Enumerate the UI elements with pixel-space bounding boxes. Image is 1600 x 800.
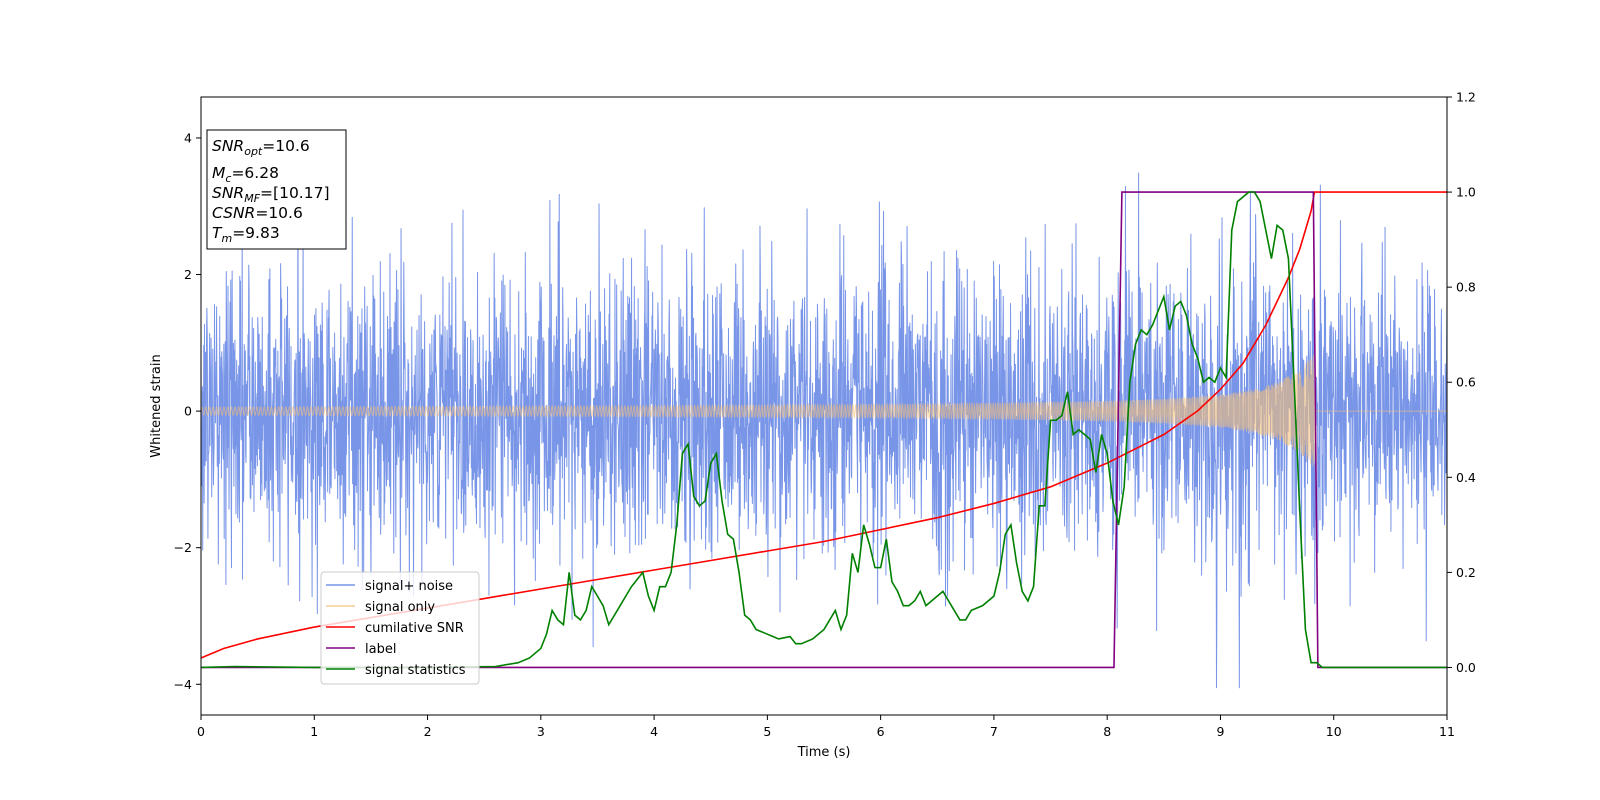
y-left-tick-label-0: −4 [174, 677, 192, 692]
x-tick-label-9: 9 [1216, 724, 1224, 739]
x-tick-label-10: 10 [1326, 724, 1342, 739]
y-left-tick-label-3: 2 [184, 267, 192, 282]
y-left-tick-label-1: −2 [174, 540, 192, 555]
x-tick-label-0: 0 [197, 724, 205, 739]
x-tick-label-11: 11 [1439, 724, 1455, 739]
info-line-snr-mf: SNRMF=[10.17] [212, 184, 330, 205]
x-tick-label-6: 6 [877, 724, 885, 739]
x-tick-label-4: 4 [650, 724, 658, 739]
x-axis-label: Time (s) [797, 745, 851, 760]
y-right-tick-label-5: 1.0 [1456, 185, 1476, 200]
legend-label-signal-noise: signal+ noise [365, 579, 453, 594]
y-right-tick-label-4: 0.8 [1456, 280, 1476, 295]
info-line-snr-opt: SNRopt=10.6 [212, 137, 310, 158]
legend: signal+ noise signal only cumilative SNR… [320, 571, 480, 685]
legend-item-label: label [326, 642, 396, 657]
y-left-tick-label-4: 4 [184, 130, 192, 145]
series-signal-statistics-line [201, 191, 1447, 669]
legend-label-signal-statistics: signal statistics [365, 663, 466, 678]
y-axis-left: −4 −2 0 2 4 [174, 130, 201, 692]
info-line-chirp-mass: Mc=6.28 [212, 164, 279, 185]
plot-frame [200, 96, 1448, 716]
x-axis: 0 1 2 3 4 5 6 7 8 9 10 11 [197, 715, 1455, 739]
x-tick-label-7: 7 [990, 724, 998, 739]
series-signal-only-line [201, 355, 1447, 467]
info-box-frame [206, 129, 347, 250]
y-left-tick-label-2: 0 [184, 404, 192, 419]
y-axis-left-label: Whitened strain [149, 354, 164, 457]
x-tick-label-2: 2 [424, 724, 432, 739]
legend-frame [320, 571, 480, 685]
legend-label-signal-only: signal only [365, 600, 435, 615]
x-tick-label-3: 3 [537, 724, 545, 739]
info-box: SNRopt=10.6 Mc=6.28 SNRMF=[10.17] CSNR=1… [206, 129, 347, 250]
y-axis-right: 0.0 0.2 0.4 0.6 0.8 1.0 1.2 [1447, 90, 1476, 675]
x-tick-label-5: 5 [763, 724, 771, 739]
y-right-tick-label-1: 0.2 [1456, 565, 1476, 580]
info-line-merger-time: Tm=9.83 [212, 224, 280, 245]
legend-item-signal-statistics: signal statistics [326, 663, 466, 678]
info-line-csnr: CSNR=10.6 [212, 204, 303, 222]
y-right-tick-label-6: 1.2 [1456, 90, 1476, 105]
legend-item-signal-noise: signal+ noise [326, 579, 453, 594]
series-signal-noise-line [201, 172, 1447, 689]
legend-item-signal-only: signal only [326, 600, 435, 615]
legend-item-cumulative-snr: cumilative SNR [326, 621, 464, 636]
legend-label-cumulative-snr: cumilative SNR [365, 621, 464, 636]
x-tick-label-1: 1 [310, 724, 318, 739]
x-tick-label-8: 8 [1103, 724, 1111, 739]
legend-label-label: label [365, 642, 396, 657]
y-right-tick-label-0: 0.0 [1456, 660, 1476, 675]
y-right-tick-label-3: 0.6 [1456, 375, 1476, 390]
y-right-tick-label-2: 0.4 [1456, 470, 1476, 485]
